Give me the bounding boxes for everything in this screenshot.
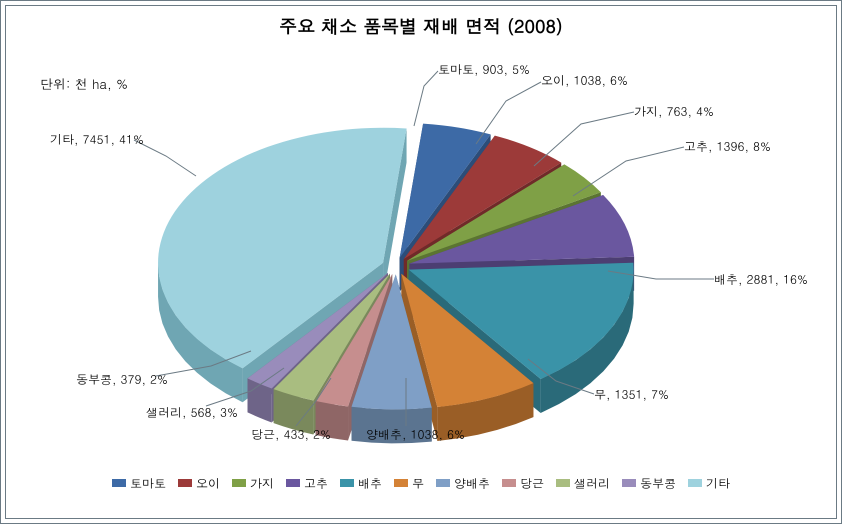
legend-label: 오이 (196, 475, 220, 492)
legend-item-무: 무 (394, 475, 424, 492)
slice-label-무: 무, 1351, 7% (594, 386, 669, 403)
legend-label: 기타 (706, 475, 730, 492)
legend-item-샐러리: 샐러리 (556, 475, 610, 492)
legend-item-양배추: 양배추 (436, 475, 490, 492)
slice-label-샐러리: 샐러리, 568, 3% (146, 404, 238, 421)
legend: 토마토 오이 가지 고추 배추 무 양배추 당근 샐러리 동부콩 기타 (6, 474, 836, 502)
chart-inner-frame: 주요 채소 품목별 재배 면적 (2008) 단위: 천 ha, % 토마토, … (5, 5, 837, 519)
chart-outer-frame: 주요 채소 품목별 재배 면적 (2008) 단위: 천 ha, % 토마토, … (0, 0, 842, 524)
legend-label: 토마토 (130, 475, 166, 492)
legend-swatch-icon (502, 479, 516, 487)
legend-label: 고추 (304, 475, 328, 492)
legend-label: 동부콩 (640, 475, 676, 492)
legend-label: 당근 (520, 475, 544, 492)
slice-label-가지: 가지, 763, 4% (634, 103, 714, 120)
slice-label-토마토: 토마토, 903, 5% (438, 61, 530, 78)
legend-label: 무 (412, 475, 424, 492)
legend-label: 양배추 (454, 475, 490, 492)
slice-label-배추: 배추, 2881, 16% (714, 271, 808, 288)
legend-swatch-icon (622, 479, 636, 487)
slice-label-동부콩: 동부콩, 379, 2% (76, 371, 168, 388)
legend-swatch-icon (556, 479, 570, 487)
legend-swatch-icon (340, 479, 354, 487)
legend-swatch-icon (436, 479, 450, 487)
legend-item-고추: 고추 (286, 475, 328, 492)
legend-label: 샐러리 (574, 475, 610, 492)
legend-item-배추: 배추 (340, 475, 382, 492)
legend-label: 배추 (358, 475, 382, 492)
slice-label-당근: 당근, 433, 2% (251, 426, 331, 443)
slice-label-양배추: 양배추, 1038, 6% (366, 426, 465, 443)
legend-item-당근: 당근 (502, 475, 544, 492)
legend-swatch-icon (688, 479, 702, 487)
slice-label-고추: 고추, 1396, 8% (684, 138, 771, 155)
legend-swatch-icon (286, 479, 300, 487)
legend-item-기타: 기타 (688, 475, 730, 492)
legend-swatch-icon (394, 479, 408, 487)
legend-swatch-icon (232, 479, 246, 487)
legend-label: 가지 (250, 475, 274, 492)
legend-item-오이: 오이 (178, 475, 220, 492)
legend-item-토마토: 토마토 (112, 475, 166, 492)
legend-swatch-icon (112, 479, 126, 487)
legend-swatch-icon (178, 479, 192, 487)
legend-item-동부콩: 동부콩 (622, 475, 676, 492)
legend-item-가지: 가지 (232, 475, 274, 492)
slice-label-기타: 기타, 7451, 41% (50, 131, 144, 148)
slice-label-오이: 오이, 1038, 6% (541, 72, 628, 89)
